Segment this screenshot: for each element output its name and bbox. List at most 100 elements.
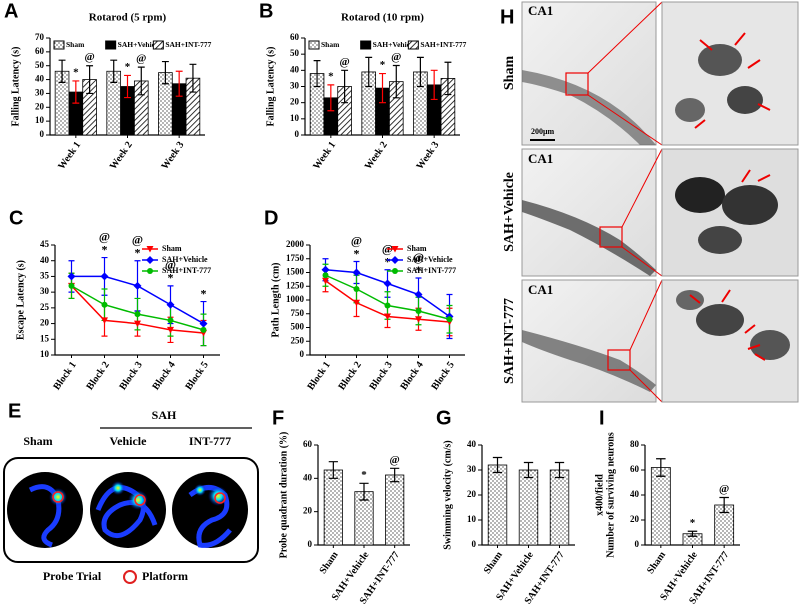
y-tick-label: 40	[303, 472, 313, 482]
y-axis-label: Falling Latency (s)	[265, 47, 276, 127]
y-axis-label: Escape Latency (s)	[15, 260, 26, 340]
panel-letter: G	[436, 407, 452, 429]
y-tick-label: 40	[35, 74, 45, 84]
y-axis-label: Path Length (cm)	[270, 263, 281, 338]
significance-mark: *	[328, 70, 334, 82]
y-tick-label: 60	[290, 32, 300, 42]
significance-mark: @	[390, 454, 400, 466]
y-tick-label: 40	[467, 439, 477, 449]
marker	[199, 319, 208, 328]
legend-label: SAH+INT-777	[420, 40, 466, 49]
panel-letter: D	[264, 207, 278, 229]
marker	[415, 316, 422, 323]
panel-letter: I	[599, 407, 605, 429]
error-bar	[390, 467, 400, 483]
error-bar	[379, 72, 386, 104]
bar	[323, 469, 343, 546]
y-tick-label: 10	[35, 115, 45, 125]
marker	[415, 308, 422, 314]
error-bar	[72, 80, 80, 104]
y-tick-label: 1500	[286, 267, 305, 277]
y-axis-label: x400/field	[594, 474, 605, 516]
y-tick-label: 40	[40, 255, 50, 265]
error-bar	[341, 69, 349, 104]
marker	[101, 301, 108, 308]
region-label: CA1	[528, 282, 553, 297]
y-tick-label: 20	[290, 97, 300, 107]
marker	[414, 290, 423, 299]
marker	[353, 299, 360, 307]
y-tick-label: 500	[291, 322, 305, 332]
x-tick-label: Block 4	[399, 360, 426, 392]
significance-mark: @	[84, 51, 94, 63]
histology-panel: H CA1 200μm Sham CA1 SAH+Vehicle CA1 SAH…	[500, 1, 799, 403]
significance-mark: *	[135, 245, 141, 259]
significance-mark: @	[351, 233, 362, 247]
legend-label: Sham	[66, 40, 85, 49]
panel-letter: H	[500, 6, 514, 28]
error-bar	[554, 461, 565, 479]
marker	[146, 256, 154, 264]
y-tick-label: 10	[290, 113, 300, 123]
y-tick-label: 35	[40, 270, 50, 280]
error-bar	[430, 69, 438, 101]
x-tick-label: Block 5	[430, 360, 457, 392]
y-tick-label: 0	[40, 129, 45, 139]
significance-mark: @	[99, 229, 110, 243]
significance-mark: *	[690, 517, 696, 529]
significance-mark: @	[132, 232, 143, 246]
marker	[146, 246, 154, 253]
row-label: Sham	[502, 56, 517, 91]
region-label: CA1	[528, 3, 553, 18]
x-tick-label: Sham	[318, 549, 341, 576]
y-tick-label: 20	[630, 514, 640, 524]
condition-label: INT-777	[189, 434, 231, 448]
error-bar	[137, 66, 145, 96]
marker	[322, 277, 329, 285]
significance-mark: *	[380, 59, 386, 71]
y-tick-label: 40	[630, 489, 640, 499]
marker	[383, 279, 392, 288]
condition-label: Vehicle	[110, 434, 148, 448]
y-tick-label: 25	[40, 302, 50, 312]
y-tick-label: 15	[40, 333, 50, 343]
marker	[147, 268, 153, 274]
y-tick-label: 40	[290, 64, 300, 74]
y-tick-label: 20	[303, 506, 313, 516]
marker	[391, 246, 399, 253]
marker	[101, 317, 108, 324]
y-tick-label: 0	[472, 539, 477, 549]
error-bar	[523, 461, 534, 479]
significance-mark: *	[416, 263, 422, 277]
y-tick-label: 0	[300, 349, 305, 359]
legend-label: SAH+Vehicle	[407, 255, 453, 264]
y-tick-label: 70	[35, 32, 45, 42]
marker	[384, 302, 391, 309]
significance-mark: *	[385, 255, 391, 269]
legend-label: SAH+INT-777	[162, 266, 211, 275]
y-axis-label: Swimming velocity (cm/s)	[442, 440, 453, 549]
bar	[487, 464, 508, 546]
histology-row: CA1 200μm Sham	[502, 1, 799, 146]
y-tick-label: 50	[35, 60, 45, 70]
legend-swatch	[308, 40, 320, 50]
legend-label: Sham	[321, 40, 340, 49]
panel-letter: C	[9, 207, 23, 229]
significance-mark: *	[201, 286, 207, 300]
y-tick-label: 1750	[286, 253, 305, 263]
error-bar	[58, 59, 66, 83]
marker	[100, 272, 109, 281]
y-tick-label: 0	[295, 129, 300, 139]
maze-trace	[7, 472, 83, 548]
x-tick-label: Block 5	[184, 360, 211, 392]
marker	[200, 326, 207, 333]
y-tick-label: 20	[35, 101, 45, 111]
maze-panel: E SAH Sham Vehicle INT-777 Probe Trial P…	[3, 400, 259, 584]
y-tick-label: 2000	[286, 239, 305, 249]
significance-mark: *	[361, 469, 367, 481]
bar	[518, 469, 539, 546]
error-bar	[444, 61, 452, 96]
marker	[446, 316, 453, 323]
bar	[650, 467, 671, 546]
